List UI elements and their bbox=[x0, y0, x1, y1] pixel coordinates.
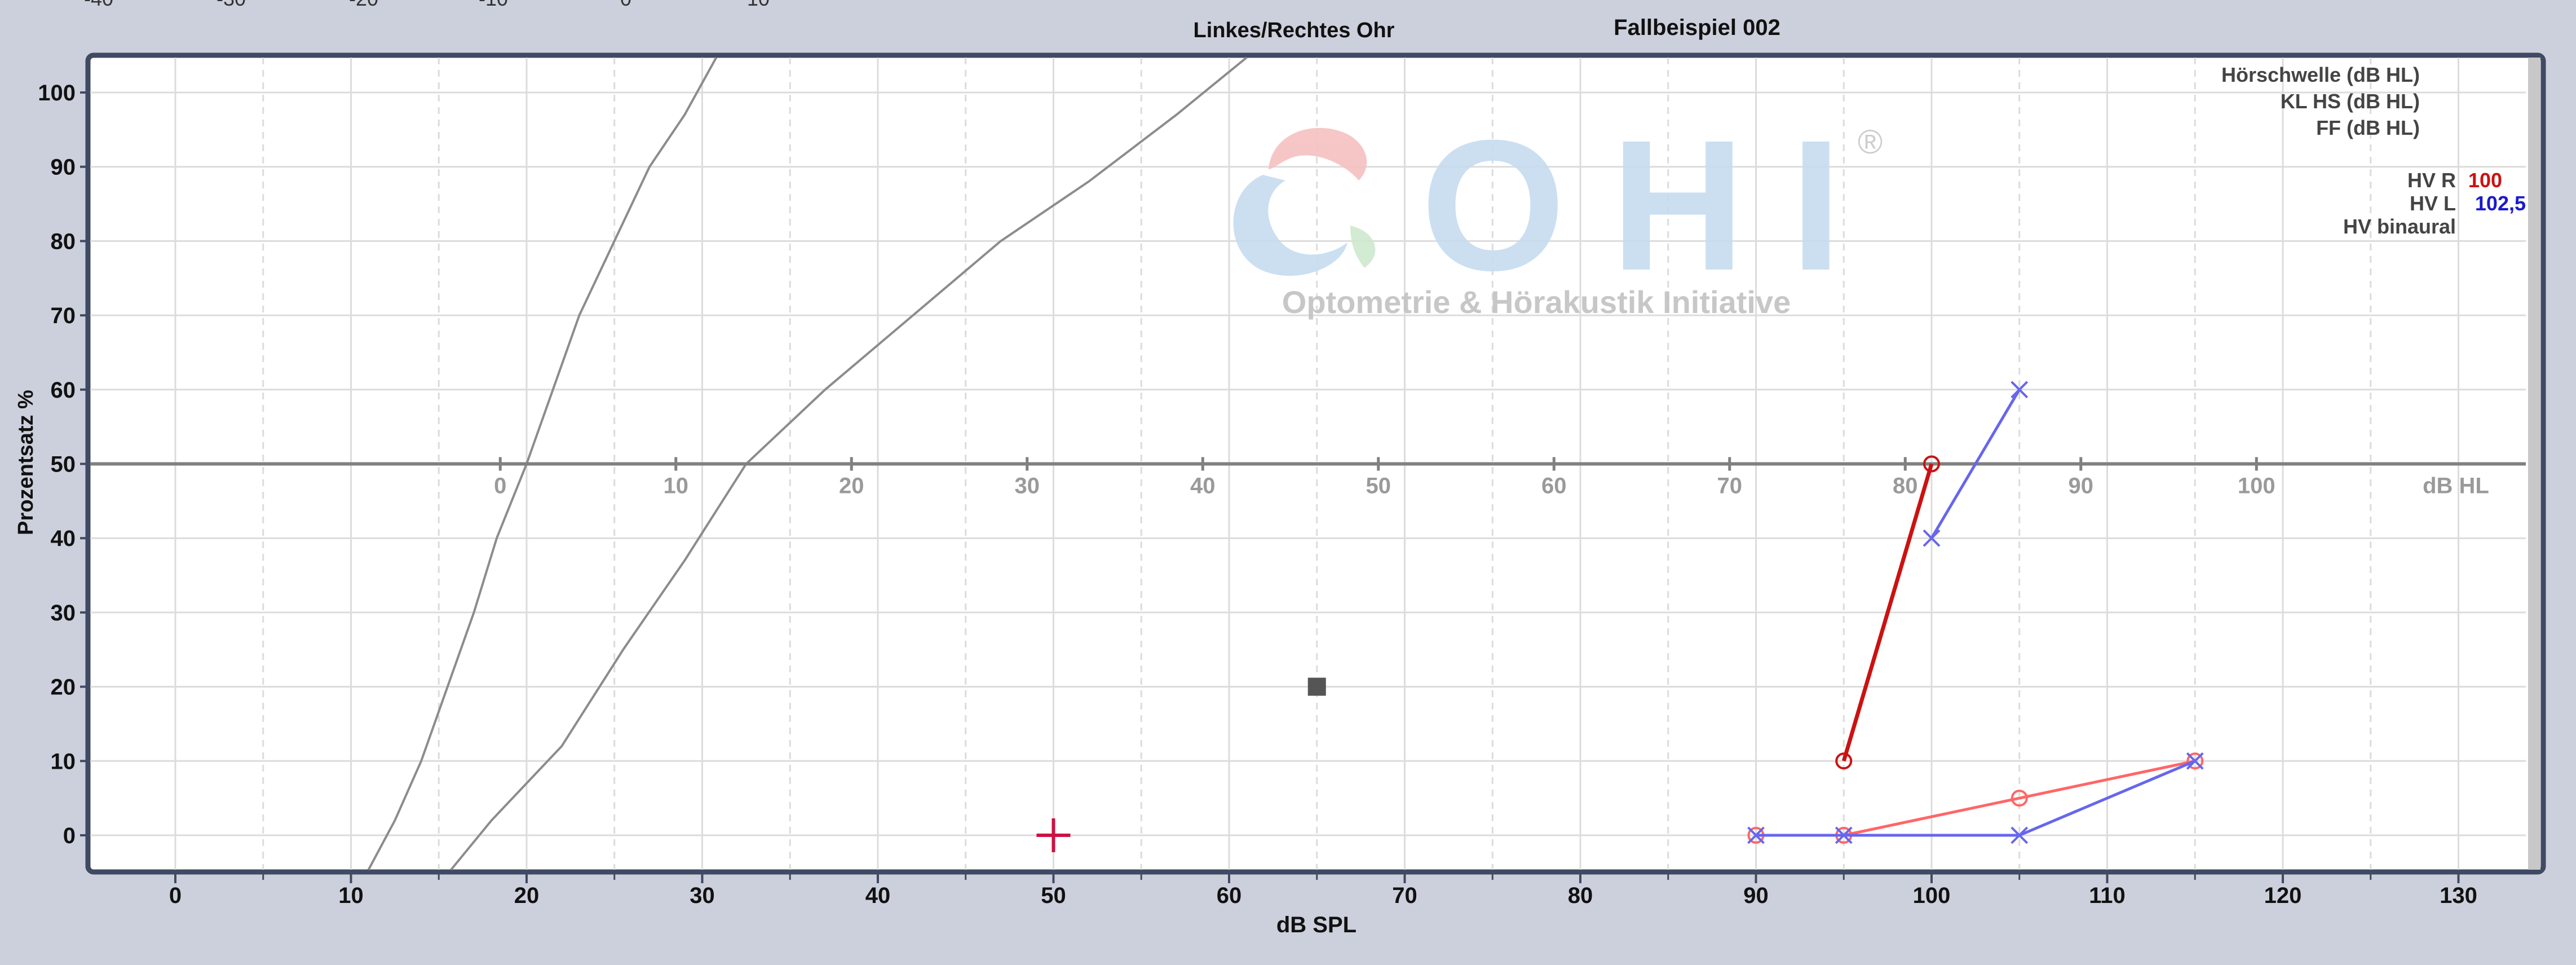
x-tick-label: 50 bbox=[1041, 883, 1066, 908]
db-hl-tick-label: 40 bbox=[1190, 474, 1216, 499]
y-tick-label: 70 bbox=[51, 303, 76, 328]
y-tick-label: 40 bbox=[51, 526, 76, 551]
watermark-subtitle: Optometrie & Hörakustik Initiative bbox=[1282, 284, 1791, 320]
watermark-swirl-green bbox=[1350, 226, 1376, 268]
db-hl-tick-label: 70 bbox=[1717, 474, 1743, 499]
db-hl-tick-label: 20 bbox=[839, 474, 864, 499]
data-series bbox=[1036, 381, 2204, 852]
marker-square bbox=[1307, 677, 1326, 696]
y-tick-label: 0 bbox=[63, 823, 76, 848]
y-tick-label: 20 bbox=[51, 675, 76, 700]
x-tick-label: 10 bbox=[338, 883, 364, 908]
series-point-x bbox=[1747, 826, 1765, 844]
series-line bbox=[1841, 463, 1934, 762]
series-point-circle bbox=[2186, 752, 2204, 770]
y-tick-label: 60 bbox=[51, 378, 76, 403]
x-tick-label: 40 bbox=[865, 883, 891, 908]
series-point-circle bbox=[1923, 455, 1940, 473]
plot-scrollbar[interactable] bbox=[2528, 58, 2540, 870]
top-axis-tick: 0 bbox=[620, 0, 631, 10]
ohi-watermark: OHI ® Optometrie & Hörakustik Initiative bbox=[1233, 101, 1887, 320]
x-tick-label: 130 bbox=[2440, 883, 2477, 908]
series-point-circle bbox=[2011, 790, 2028, 807]
series-point-x bbox=[1835, 826, 1853, 844]
y-tick-label: 100 bbox=[38, 81, 76, 105]
series-line bbox=[1756, 759, 2196, 837]
y-tick-label: 10 bbox=[51, 749, 76, 774]
grid bbox=[90, 58, 2526, 870]
series-line bbox=[1930, 389, 2021, 539]
series-point-x bbox=[2011, 381, 2029, 399]
y-axis-label: Prozentsatz % bbox=[14, 390, 38, 535]
case-title: Fallbeispiel 002 bbox=[1614, 15, 1780, 40]
top-axis-ticks: -40 -30 -20 -10 0 10 bbox=[84, 0, 770, 10]
y-tick-label: 90 bbox=[51, 155, 76, 180]
db-hl-axis-label: dB HL bbox=[2423, 474, 2489, 499]
y-tick-label: 80 bbox=[51, 229, 76, 254]
y-tick-label: 50 bbox=[51, 452, 76, 477]
x-tick-label: 100 bbox=[1913, 883, 1951, 908]
x-tick-label: 60 bbox=[1217, 883, 1242, 908]
series-point-circle bbox=[1835, 752, 1853, 770]
x-tick-label: 90 bbox=[1743, 883, 1769, 908]
db-hl-tick-label: 30 bbox=[1015, 474, 1040, 499]
db-hl-tick-label: 10 bbox=[664, 474, 689, 499]
db-hl-tick-label: 90 bbox=[2069, 474, 2094, 499]
x-tick-label: 20 bbox=[514, 883, 540, 908]
x-tick-label: 70 bbox=[1392, 883, 1417, 908]
db-hl-tick-label: 50 bbox=[1366, 474, 1391, 499]
legend-ff: FF (dB HL) bbox=[2316, 116, 2420, 139]
db-hl-tick-label: 60 bbox=[1541, 474, 1567, 499]
legend-hoerschwelle: Hörschwelle (dB HL) bbox=[2221, 63, 2420, 86]
legend-kl-hs: KL HS (dB HL) bbox=[2281, 90, 2420, 113]
marker-plus bbox=[1036, 818, 1071, 852]
watermark-swirl-red bbox=[1269, 127, 1367, 180]
db-hl-tick-label: 0 bbox=[494, 474, 506, 499]
top-axis-tick: -20 bbox=[349, 0, 378, 10]
watermark-swirl-blue bbox=[1233, 175, 1347, 276]
top-axis-tick: -40 bbox=[84, 0, 113, 10]
x-tick-label: 110 bbox=[2089, 883, 2126, 908]
reference-curve bbox=[450, 56, 1248, 871]
db-hl-axis: 0 10 20 30 40 50 60 70 80 90 100 dB HL bbox=[90, 457, 2526, 499]
legend-hv-binaural-label: HV binaural bbox=[2343, 215, 2456, 238]
db-hl-tick-label: 100 bbox=[2238, 474, 2275, 499]
watermark-registered: ® bbox=[1858, 123, 1883, 161]
legend: Hörschwelle (dB HL) KL HS (dB HL) FF (dB… bbox=[2221, 63, 2526, 238]
watermark-letters: OHI bbox=[1421, 101, 1887, 309]
x-axis-label: dB SPL bbox=[1276, 913, 1357, 937]
series-point-x bbox=[2186, 752, 2204, 770]
series-point-x bbox=[1923, 529, 1941, 547]
legend-hv-l-label: HV L bbox=[2410, 192, 2456, 215]
series-point-x bbox=[2011, 826, 2029, 844]
ear-label: Linkes/Rechtes Ohr bbox=[1194, 19, 1395, 42]
legend-hv-r-label: HV R bbox=[2407, 169, 2456, 192]
legend-hv-l-value: 102,5 bbox=[2475, 192, 2526, 215]
top-axis-tick: -30 bbox=[216, 0, 246, 10]
top-axis-tick: 10 bbox=[747, 0, 770, 10]
x-tick-label: 0 bbox=[169, 883, 182, 908]
y-tick-label: 30 bbox=[51, 601, 76, 625]
legend-hv-r-value: 100 bbox=[2468, 169, 2502, 192]
x-tick-label: 80 bbox=[1568, 883, 1593, 908]
x-tick-label: 30 bbox=[690, 883, 715, 908]
db-hl-tick-label: 80 bbox=[1893, 474, 1918, 499]
x-tick-label: 120 bbox=[2264, 883, 2302, 908]
top-axis-tick: -10 bbox=[479, 0, 508, 10]
